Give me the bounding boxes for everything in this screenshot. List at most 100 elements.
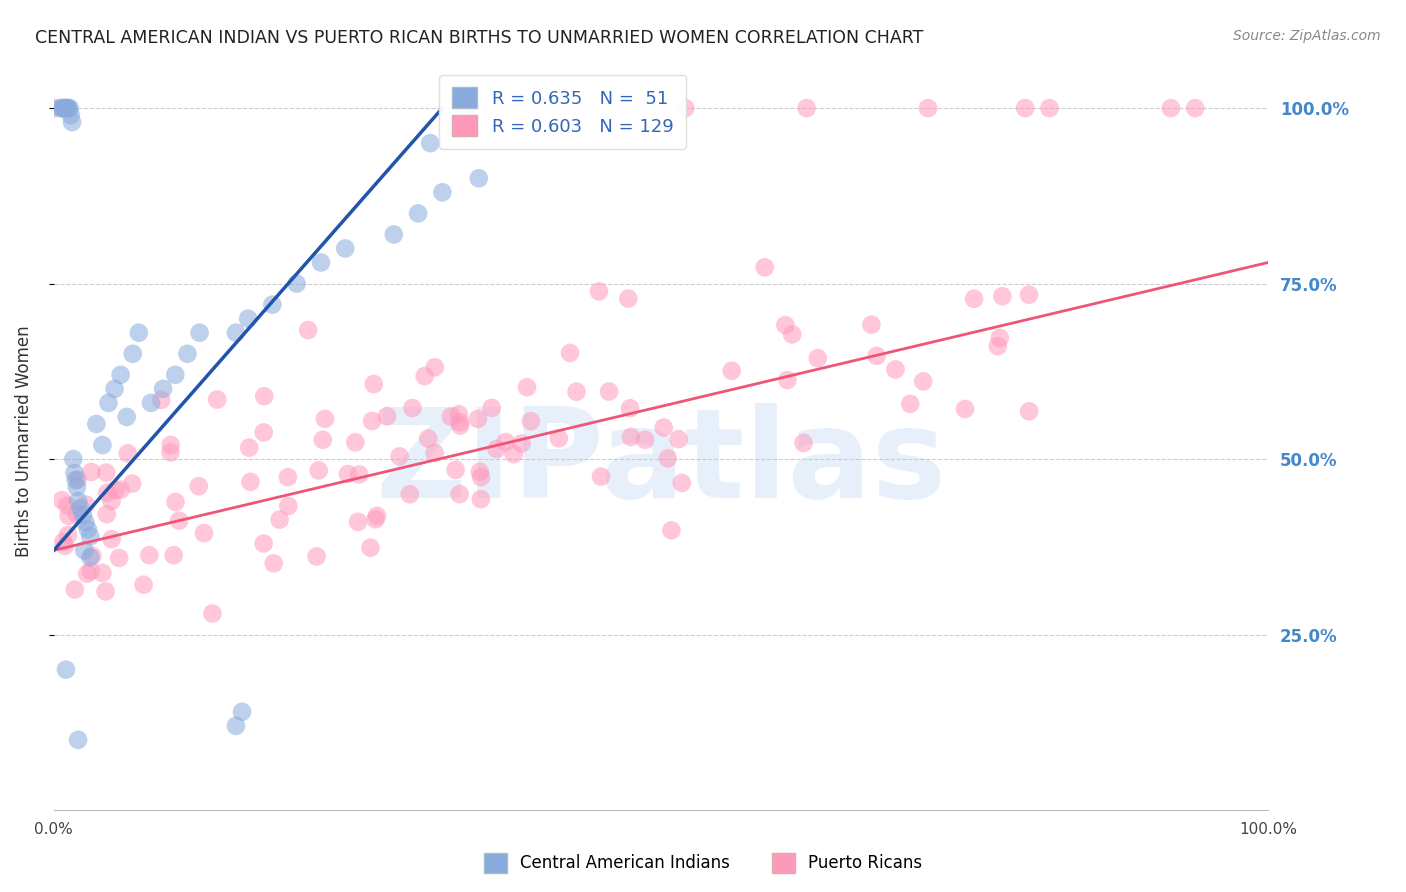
Point <box>58 101 80 115</box>
Point <box>363 377 385 392</box>
Point <box>347 515 370 529</box>
Point <box>205 392 228 407</box>
Point <box>589 469 612 483</box>
Point <box>165 495 187 509</box>
Point <box>780 327 803 342</box>
Point <box>75 498 97 512</box>
Point <box>898 397 921 411</box>
Point <box>67 494 90 508</box>
Point <box>253 425 276 440</box>
Point <box>201 607 224 621</box>
Point <box>225 326 247 340</box>
Point <box>65 473 87 487</box>
Point <box>485 442 508 456</box>
Point <box>312 433 335 447</box>
Point <box>79 550 101 565</box>
Point <box>588 285 610 299</box>
Point <box>79 564 101 578</box>
Point <box>91 438 114 452</box>
Point <box>467 412 489 426</box>
Point <box>188 326 211 340</box>
Point <box>558 346 581 360</box>
Point <box>953 401 976 416</box>
Point <box>388 450 411 464</box>
Point <box>347 467 370 482</box>
Point <box>96 486 118 500</box>
Point <box>69 501 91 516</box>
Point <box>60 115 83 129</box>
Point <box>991 289 1014 303</box>
Point <box>52 101 75 115</box>
Point <box>468 171 491 186</box>
Point <box>63 466 86 480</box>
Point <box>884 362 907 376</box>
Point <box>516 380 538 394</box>
Point <box>807 351 830 366</box>
Point <box>55 101 77 115</box>
Point <box>366 508 388 523</box>
Point <box>86 417 108 431</box>
Point <box>62 452 84 467</box>
Point <box>65 507 87 521</box>
Point <box>163 548 186 562</box>
Point <box>121 347 143 361</box>
Point <box>42 101 65 115</box>
Point <box>481 401 503 415</box>
Point <box>193 526 215 541</box>
Point <box>470 470 492 484</box>
Point <box>94 584 117 599</box>
Text: CENTRAL AMERICAN INDIAN VS PUERTO RICAN BIRTHS TO UNMARRIED WOMEN CORRELATION CH: CENTRAL AMERICAN INDIAN VS PUERTO RICAN … <box>35 29 924 46</box>
Point <box>167 514 190 528</box>
Point <box>1018 287 1040 301</box>
Point <box>297 323 319 337</box>
Point <box>225 719 247 733</box>
Point <box>277 499 299 513</box>
Point <box>344 435 367 450</box>
Point <box>159 445 181 459</box>
Point <box>51 493 73 508</box>
Point <box>1014 101 1036 115</box>
Point <box>912 375 935 389</box>
Point <box>236 311 259 326</box>
Point <box>80 465 103 479</box>
Point <box>231 705 253 719</box>
Point <box>865 349 887 363</box>
Point <box>97 396 120 410</box>
Point <box>110 483 132 497</box>
Point <box>238 441 260 455</box>
Point <box>263 557 285 571</box>
Point <box>66 480 89 494</box>
Point <box>423 360 446 375</box>
Point <box>132 577 155 591</box>
Point <box>56 499 79 513</box>
Point <box>418 432 440 446</box>
Point <box>239 475 262 489</box>
Point <box>59 108 82 122</box>
Point <box>917 101 939 115</box>
Point <box>117 446 139 460</box>
Point <box>73 543 96 558</box>
Point <box>253 536 276 550</box>
Point <box>652 420 675 434</box>
Point <box>447 407 470 421</box>
Point <box>361 414 384 428</box>
Point <box>720 364 742 378</box>
Point <box>419 136 441 151</box>
Point <box>634 433 657 447</box>
Point <box>103 382 125 396</box>
Point <box>58 508 80 523</box>
Point <box>449 415 471 429</box>
Point <box>55 663 77 677</box>
Point <box>110 368 132 382</box>
Point <box>96 507 118 521</box>
Legend: R = 0.635   N =  51, R = 0.603   N = 129: R = 0.635 N = 51, R = 0.603 N = 129 <box>439 75 686 149</box>
Point <box>449 487 471 501</box>
Point <box>91 566 114 580</box>
Point <box>253 389 276 403</box>
Point <box>121 476 143 491</box>
Point <box>963 292 986 306</box>
Point <box>510 436 533 450</box>
Point <box>96 466 118 480</box>
Point <box>671 475 693 490</box>
Point <box>398 487 420 501</box>
